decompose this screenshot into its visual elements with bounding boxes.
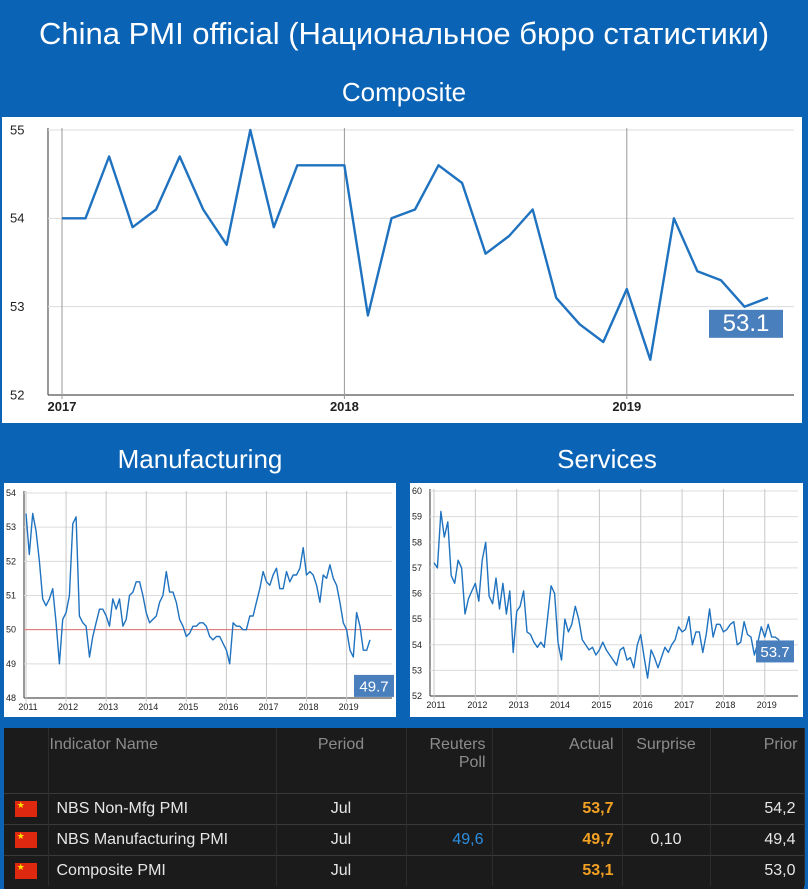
x-tick-label: 2019 [612,399,641,414]
x-tick-label: 2013 [98,702,118,712]
composite-chart-panel: 52 53 54 55 2017 2018 2019 53.1 [2,117,802,423]
x-tick-label: 2016 [633,700,653,710]
flag-column-header [4,728,49,794]
x-tick-label: 2011 [426,700,445,710]
poll-cell [406,855,493,886]
prior-cell: 49,4 [710,824,805,856]
period-cell: Jul [276,824,407,856]
y-tick-label: 54 [412,640,422,650]
y-tick-label: 53 [10,299,24,314]
column-header-surprise[interactable]: Surprise [622,728,711,794]
x-tick-label: 2019 [757,700,777,710]
x-tick-label: 2016 [218,702,238,712]
x-tick-label: 2011 [18,702,37,712]
y-tick-label: 53 [6,522,16,532]
column-header-period[interactable]: Period [276,728,407,794]
y-tick-label: 60 [412,486,422,496]
last-value-box [354,674,394,697]
y-tick-label: 52 [6,556,16,566]
table-row-flag [4,793,49,825]
x-tick-label: 2014 [138,702,158,712]
manufacturing-chart-panel: 48 49 50 51 52 53 54 2011 2012 2013 2014 2015 2016 20… [4,483,396,717]
indicator-name: Composite PMI [48,855,277,886]
table-row[interactable]: Composite PMI Jul 53,1 53,0 [4,855,805,886]
y-tick-label: 53 [412,665,422,675]
indicator-name: NBS Manufacturing PMI [48,824,277,856]
x-tick-label: 2018 [299,702,319,712]
column-header-poll[interactable]: Reuters Poll [406,728,493,794]
column-header-actual[interactable]: Actual [492,728,623,794]
y-tick-label: 50 [6,625,16,635]
poll-cell [406,793,493,825]
x-tick-label: 2012 [467,700,487,710]
last-value-box [756,640,794,663]
composite-series-line [62,128,769,361]
last-value-box [709,309,783,338]
indicator-table: Indicator Name Period Reuters Poll Actua… [4,728,805,889]
x-tick-label: 2019 [339,702,359,712]
actual-cell: 53,7 [492,793,623,825]
period-cell: Jul [276,793,407,825]
x-tick-label: 2018 [715,700,735,710]
china-flag-icon [14,862,37,879]
y-tick-label: 59 [412,512,422,522]
period-cell: Jul [276,855,407,886]
x-tick-label: 2017 [674,700,694,710]
table-header-row: Indicator Name Period Reuters Poll Actua… [4,728,805,794]
composite-chart: 52 53 54 55 2017 2018 2019 53.1 [10,122,794,414]
table-row-flag [4,824,49,856]
surprise-cell [622,855,711,886]
y-tick-label: 52 [412,691,422,701]
indicator-name: NBS Non-Mfg PMI [48,793,277,825]
x-tick-label: 2015 [591,700,611,710]
x-tick-label: 2012 [58,702,78,712]
services-series-line [433,510,783,679]
y-tick-label: 51 [6,591,16,601]
column-header-prior[interactable]: Prior [710,728,805,794]
table-row[interactable]: NBS Manufacturing PMI Jul 49,6 49,7 0,10… [4,824,805,856]
table-row[interactable]: NBS Non-Mfg PMI Jul 53,7 54,2 [4,793,805,825]
table-row-flag [4,855,49,886]
manufacturing-series-line [25,512,371,665]
manufacturing-chart: 48 49 50 51 52 53 54 2011 2012 2013 2014 2015 2016 20… [6,488,394,712]
composite-section-title: Composite [0,68,808,116]
x-tick-label: 2018 [330,399,359,414]
actual-cell: 53,1 [492,855,623,886]
x-tick-label: 2017 [48,399,77,414]
surprise-cell [622,793,711,825]
services-chart: 52 53 54 55 56 57 58 59 60 2011 2012 2013 2014 2015 20… [412,486,798,710]
china-flag-icon [14,831,37,848]
actual-cell: 49,7 [492,824,623,856]
column-header-indicator[interactable]: Indicator Name [48,728,277,794]
y-tick-label: 58 [412,537,422,547]
surprise-cell: 0,10 [622,824,711,856]
y-tick-label: 57 [412,563,422,573]
services-section-title: Services [557,443,657,474]
y-tick-label: 49 [6,659,16,669]
x-tick-label: 2014 [550,700,570,710]
x-tick-label: 2017 [258,702,278,712]
services-chart-panel: 52 53 54 55 56 57 58 59 60 2011 2012 2013 2014 2015 20… [410,483,803,717]
y-tick-label: 56 [412,589,422,599]
y-tick-label: 55 [412,614,422,624]
y-tick-label: 48 [6,693,16,703]
y-tick-label: 54 [6,488,16,498]
prior-cell: 54,2 [710,793,805,825]
china-flag-icon [14,800,37,817]
last-value-label: 53.1 [723,310,770,337]
last-value-label: 53.7 [760,644,789,661]
x-tick-label: 2013 [509,700,529,710]
prior-cell: 53,0 [710,855,805,886]
manufacturing-section-title: Manufacturing [117,443,283,474]
y-tick-label: 54 [10,211,24,226]
poll-cell: 49,6 [406,824,493,856]
y-tick-label: 55 [10,122,24,137]
y-tick-label: 52 [10,387,24,402]
x-tick-label: 2015 [178,702,198,712]
last-value-label: 49.7 [359,679,388,696]
page-title: China PMI official (Национальное бюро ст… [0,0,808,70]
